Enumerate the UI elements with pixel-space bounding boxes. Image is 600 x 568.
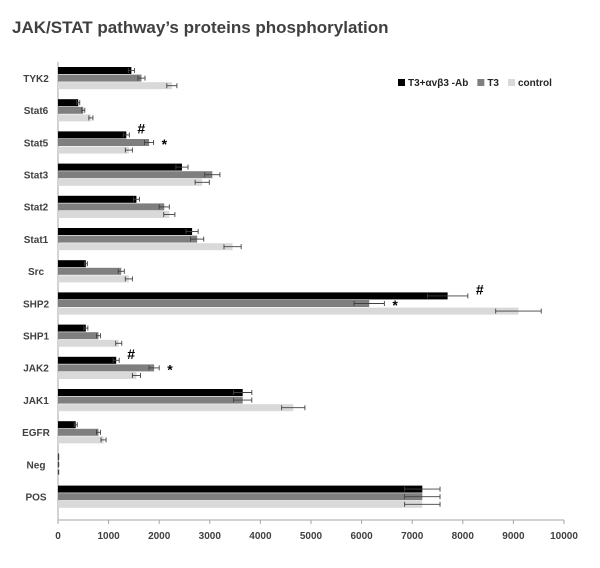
legend-swatch	[477, 79, 485, 86]
bar	[58, 324, 86, 332]
bar	[58, 332, 99, 340]
bar	[58, 203, 165, 211]
significance-mark: #	[127, 346, 135, 362]
significance-mark: *	[392, 297, 398, 313]
bar	[58, 428, 99, 436]
bar	[58, 493, 423, 501]
bar	[58, 211, 170, 218]
category-label: Stat1	[24, 235, 49, 246]
category-label: JAK1	[23, 396, 49, 407]
bar	[58, 292, 448, 300]
bar	[58, 485, 423, 493]
bar	[58, 436, 104, 444]
bar	[58, 404, 294, 412]
x-tick-label: 10000	[550, 531, 578, 542]
bar	[58, 421, 76, 429]
legend-label: control	[518, 78, 552, 89]
x-tick-label: 5000	[300, 531, 323, 542]
x-tick-label: 7000	[401, 531, 424, 542]
x-tick-label: 4000	[249, 531, 272, 542]
category-label: Neg	[27, 460, 46, 471]
bar	[58, 275, 129, 283]
bar	[58, 235, 198, 243]
x-tick-label: 2000	[148, 531, 171, 542]
bar	[58, 307, 519, 315]
chart-title: JAK/STAT pathway’s proteins phosphorylat…	[12, 18, 389, 37]
bar	[58, 267, 122, 275]
bar	[58, 82, 172, 90]
bar	[58, 364, 155, 372]
x-tick-label: 9000	[502, 531, 525, 542]
x-tick-label: 6000	[350, 531, 373, 542]
legend-swatch	[508, 79, 515, 86]
bar	[58, 106, 84, 114]
bar	[58, 171, 213, 179]
category-label: TYK2	[23, 74, 49, 85]
bar	[58, 396, 243, 404]
significance-mark: *	[167, 361, 173, 377]
bar	[58, 389, 243, 396]
bar	[58, 260, 86, 268]
significance-mark: *	[162, 136, 168, 152]
category-label: Src	[28, 267, 45, 278]
category-label: SHP1	[23, 332, 50, 343]
category-label: EGFR	[22, 428, 51, 439]
category-label: Stat3	[24, 171, 49, 182]
bar	[58, 146, 129, 154]
legend-label: T3+αvβ3 -Ab	[408, 78, 468, 89]
significance-mark: #	[476, 281, 484, 297]
bar	[58, 300, 370, 307]
category-label: Stat2	[24, 203, 49, 214]
category-label: Stat5	[24, 138, 49, 149]
x-tick-label: 8000	[452, 531, 475, 542]
bar	[58, 356, 117, 364]
bar	[58, 114, 91, 122]
legend-label: T3	[487, 78, 499, 89]
bar	[58, 67, 132, 74]
bar	[58, 339, 119, 347]
bar	[58, 131, 127, 139]
x-tick-label: 3000	[199, 531, 222, 542]
x-tick-label: 1000	[97, 531, 120, 542]
bar	[58, 500, 423, 508]
category-label: SHP2	[23, 299, 50, 310]
bar	[58, 74, 142, 82]
significance-mark: #	[137, 120, 145, 136]
bar	[58, 99, 79, 107]
bar	[58, 195, 137, 203]
bar	[58, 372, 137, 379]
x-tick-label: 0	[55, 531, 61, 542]
bar	[58, 178, 203, 186]
category-label: JAK2	[23, 364, 49, 375]
bar	[58, 228, 193, 235]
bar	[58, 139, 150, 146]
legend-swatch	[398, 79, 405, 86]
bar	[58, 243, 233, 251]
category-label: Stat6	[24, 106, 49, 117]
category-label: POS	[25, 493, 46, 504]
bar	[58, 163, 182, 171]
